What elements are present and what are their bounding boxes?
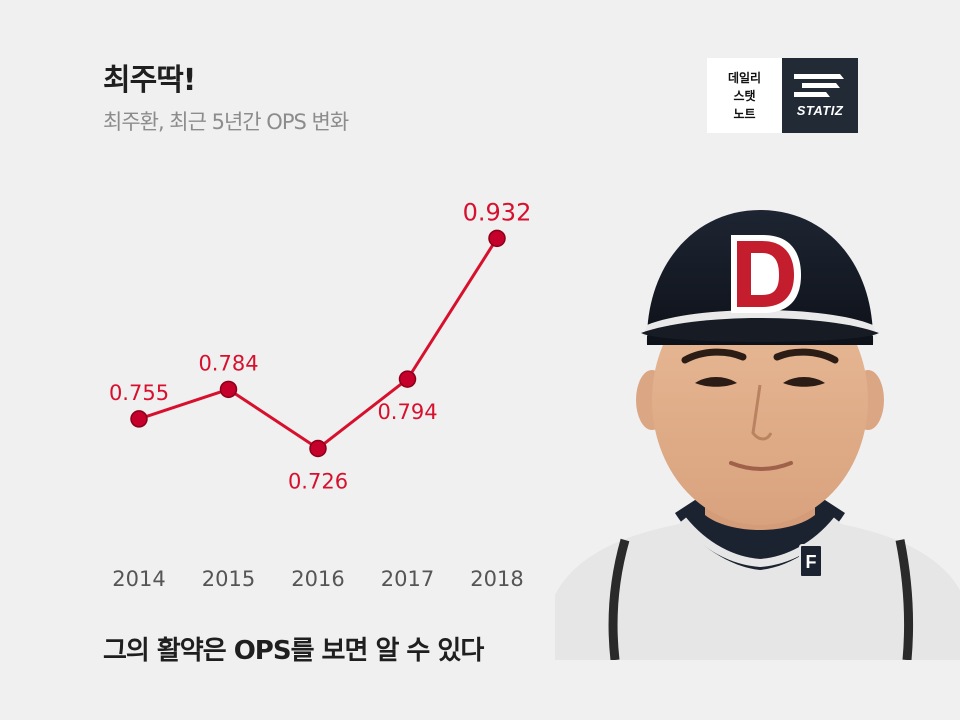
brand-line-2: 스탯	[733, 88, 756, 103]
brand-note-box: 데일리 스탯 노트	[707, 58, 782, 133]
x-tick-label-2014: 2014	[112, 567, 165, 591]
brand-line-3: 노트	[733, 106, 756, 121]
data-point-2016	[309, 439, 327, 458]
chart-caption: 그의 활약은 OPS를 보면 알 수 있다	[103, 636, 484, 666]
x-tick-label-2017: 2017	[381, 567, 434, 591]
data-point-2017	[398, 370, 417, 388]
page-subtitle: 최주환, 최근 5년간 OPS 변화	[103, 110, 349, 134]
data-label-2015: 0.784	[198, 351, 258, 375]
ops-series-line	[138, 237, 499, 450]
statiz-logo-box: STATIZ	[782, 58, 858, 133]
brand-logo: 데일리 스탯 노트 STATIZ	[707, 58, 858, 133]
svg-text:F: F	[806, 552, 817, 572]
x-tick-label-2018: 2018	[470, 567, 523, 591]
data-label-2016: 0.726	[288, 469, 348, 493]
page-title: 최주딱!	[103, 63, 196, 98]
statiz-wordmark: STATIZ	[796, 103, 844, 118]
x-tick-label-2015: 2015	[202, 567, 255, 591]
x-tick-label-2016: 2016	[291, 567, 344, 591]
data-point-2018	[488, 229, 506, 248]
data-point-2015	[219, 380, 238, 399]
data-point-2014	[130, 410, 148, 428]
brand-line-1: 데일리	[727, 70, 762, 85]
data-label-2017: 0.794	[377, 400, 437, 424]
player-photo: F	[555, 210, 960, 660]
data-label-2018: 0.932	[463, 198, 532, 226]
statiz-mark-icon	[794, 74, 844, 97]
data-label-2014: 0.755	[109, 381, 169, 405]
ops-line-chart: 0.755 2014 0.784 2015 0.726 2016 0.794 2017 0.93…	[109, 198, 532, 591]
